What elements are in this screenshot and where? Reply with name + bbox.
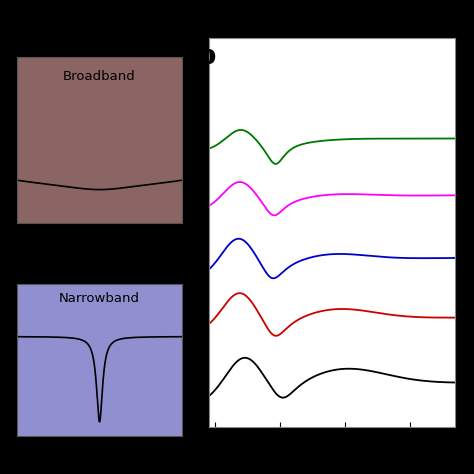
Text: 35nm: 35nm [455, 377, 474, 388]
Text: Narrowband: Narrowband [59, 292, 140, 305]
Y-axis label: Reflectance (a.u.): Reflectance (a.u.) [190, 180, 203, 284]
Text: 60nm: 60nm [455, 191, 474, 201]
X-axis label: Wavelength (nm): Wavelength (nm) [278, 447, 386, 460]
Text: 55nm: 55nm [455, 253, 474, 263]
Text: 45nm: 45nm [455, 313, 474, 323]
Title: Fabry-Perot: Fabry-Perot [262, 13, 402, 36]
Text: b: b [197, 43, 216, 70]
Text: 70nm: 70nm [455, 134, 474, 144]
Text: Broadband: Broadband [63, 70, 136, 83]
